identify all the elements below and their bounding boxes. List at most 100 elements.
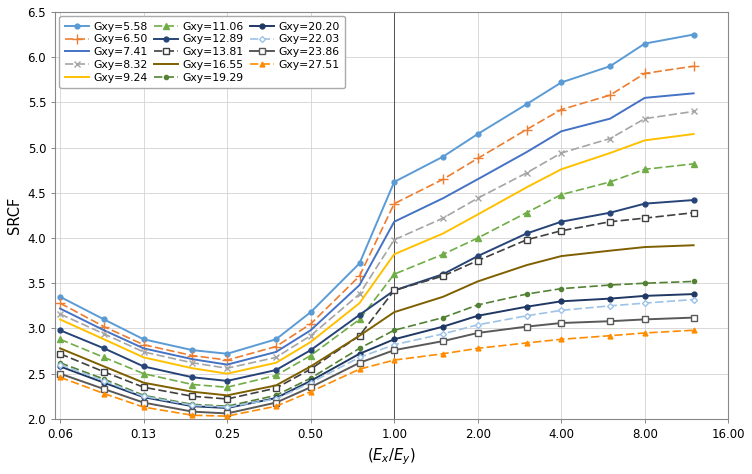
- Gxy=23.86: [390, 347, 399, 353]
- Gxy=23.86: [188, 409, 197, 414]
- Gxy=20.20: [56, 364, 65, 369]
- Gxy=6.50: [640, 71, 649, 76]
- Gxy=6.50: [306, 321, 315, 327]
- Gxy=9.24: [438, 231, 447, 237]
- Gxy=16.55: [306, 364, 315, 369]
- Gxy=5.58: [438, 154, 447, 159]
- Gxy=13.81: [556, 228, 566, 234]
- Gxy=13.81: [139, 384, 148, 390]
- Gxy=12.89: [355, 312, 364, 318]
- Gxy=19.29: [438, 315, 447, 320]
- Gxy=8.32: [271, 355, 280, 360]
- Y-axis label: SRCF: SRCF: [7, 197, 22, 234]
- Gxy=22.03: [306, 380, 315, 385]
- Gxy=13.81: [56, 351, 65, 356]
- Line: Gxy=9.24: Gxy=9.24: [60, 134, 693, 374]
- Gxy=19.29: [306, 375, 315, 381]
- Gxy=20.20: [99, 380, 108, 385]
- Gxy=11.06: [355, 317, 364, 322]
- Gxy=16.55: [223, 392, 232, 398]
- Gxy=11.06: [306, 353, 315, 358]
- Gxy=9.24: [556, 166, 566, 172]
- Gxy=19.29: [522, 291, 531, 297]
- Gxy=8.32: [438, 215, 447, 221]
- Gxy=9.24: [99, 337, 108, 342]
- Line: Gxy=27.51: Gxy=27.51: [58, 328, 696, 419]
- Gxy=9.24: [188, 365, 197, 371]
- Gxy=8.32: [139, 349, 148, 355]
- Gxy=19.29: [355, 346, 364, 351]
- Gxy=22.03: [271, 396, 280, 402]
- Gxy=6.50: [223, 357, 232, 363]
- Legend: Gxy=5.58, Gxy=6.50, Gxy=7.41, Gxy=8.32, Gxy=9.24, Gxy=11.06, Gxy=12.89, Gxy=13.8: Gxy=5.58, Gxy=6.50, Gxy=7.41, Gxy=8.32, …: [59, 16, 345, 88]
- Gxy=5.58: [605, 64, 614, 69]
- Gxy=13.81: [689, 210, 698, 216]
- Gxy=7.41: [99, 328, 108, 333]
- Gxy=23.86: [271, 400, 280, 405]
- Gxy=12.89: [306, 347, 315, 353]
- Gxy=13.81: [271, 385, 280, 391]
- Line: Gxy=11.06: Gxy=11.06: [57, 161, 697, 391]
- Gxy=22.03: [223, 404, 232, 410]
- Gxy=11.06: [139, 371, 148, 376]
- Gxy=16.55: [473, 279, 482, 284]
- Gxy=27.51: [188, 412, 197, 418]
- Gxy=5.58: [56, 294, 65, 300]
- Gxy=6.50: [355, 273, 364, 279]
- Gxy=11.06: [188, 382, 197, 387]
- Line: Gxy=13.81: Gxy=13.81: [57, 210, 696, 402]
- Gxy=23.86: [556, 320, 566, 326]
- Gxy=5.58: [99, 317, 108, 322]
- Gxy=8.32: [522, 170, 531, 176]
- Gxy=16.55: [139, 380, 148, 385]
- Gxy=6.50: [99, 324, 108, 329]
- Gxy=27.51: [689, 328, 698, 333]
- Gxy=23.86: [139, 400, 148, 405]
- Gxy=5.58: [556, 80, 566, 85]
- Gxy=22.03: [605, 303, 614, 309]
- Gxy=16.55: [188, 389, 197, 394]
- Gxy=9.24: [56, 317, 65, 322]
- Gxy=11.06: [390, 271, 399, 277]
- Gxy=20.20: [306, 378, 315, 384]
- Gxy=8.32: [306, 333, 315, 338]
- Gxy=19.29: [689, 279, 698, 284]
- Gxy=8.32: [605, 136, 614, 141]
- Gxy=12.89: [56, 328, 65, 333]
- Gxy=9.24: [271, 360, 280, 365]
- Gxy=11.06: [99, 355, 108, 360]
- Gxy=5.58: [139, 337, 148, 342]
- Gxy=27.51: [271, 403, 280, 409]
- Line: Gxy=22.03: Gxy=22.03: [58, 297, 696, 409]
- Gxy=16.55: [689, 242, 698, 248]
- Gxy=22.03: [556, 308, 566, 313]
- Gxy=12.89: [605, 210, 614, 216]
- Gxy=5.58: [522, 101, 531, 107]
- Gxy=20.20: [188, 403, 197, 409]
- Gxy=22.03: [689, 297, 698, 302]
- Gxy=8.32: [355, 291, 364, 297]
- Gxy=16.55: [605, 248, 614, 254]
- Gxy=19.29: [56, 360, 65, 365]
- Gxy=7.41: [223, 362, 232, 367]
- Gxy=9.24: [605, 150, 614, 156]
- Gxy=27.51: [223, 413, 232, 419]
- Gxy=12.89: [99, 346, 108, 351]
- Gxy=6.50: [56, 301, 65, 306]
- Gxy=22.03: [99, 378, 108, 384]
- Gxy=20.20: [139, 394, 148, 400]
- Gxy=8.32: [99, 331, 108, 337]
- Gxy=7.41: [640, 95, 649, 100]
- Gxy=13.81: [188, 393, 197, 399]
- Line: Gxy=8.32: Gxy=8.32: [56, 108, 697, 372]
- Gxy=20.20: [355, 351, 364, 356]
- Gxy=27.51: [640, 330, 649, 336]
- Line: Gxy=23.86: Gxy=23.86: [57, 314, 697, 417]
- Gxy=23.86: [522, 324, 531, 329]
- Gxy=12.89: [223, 378, 232, 384]
- Gxy=11.06: [223, 384, 232, 390]
- Gxy=12.89: [522, 231, 531, 237]
- Gxy=19.29: [139, 392, 148, 398]
- Gxy=5.58: [223, 351, 232, 356]
- Gxy=19.29: [188, 401, 197, 407]
